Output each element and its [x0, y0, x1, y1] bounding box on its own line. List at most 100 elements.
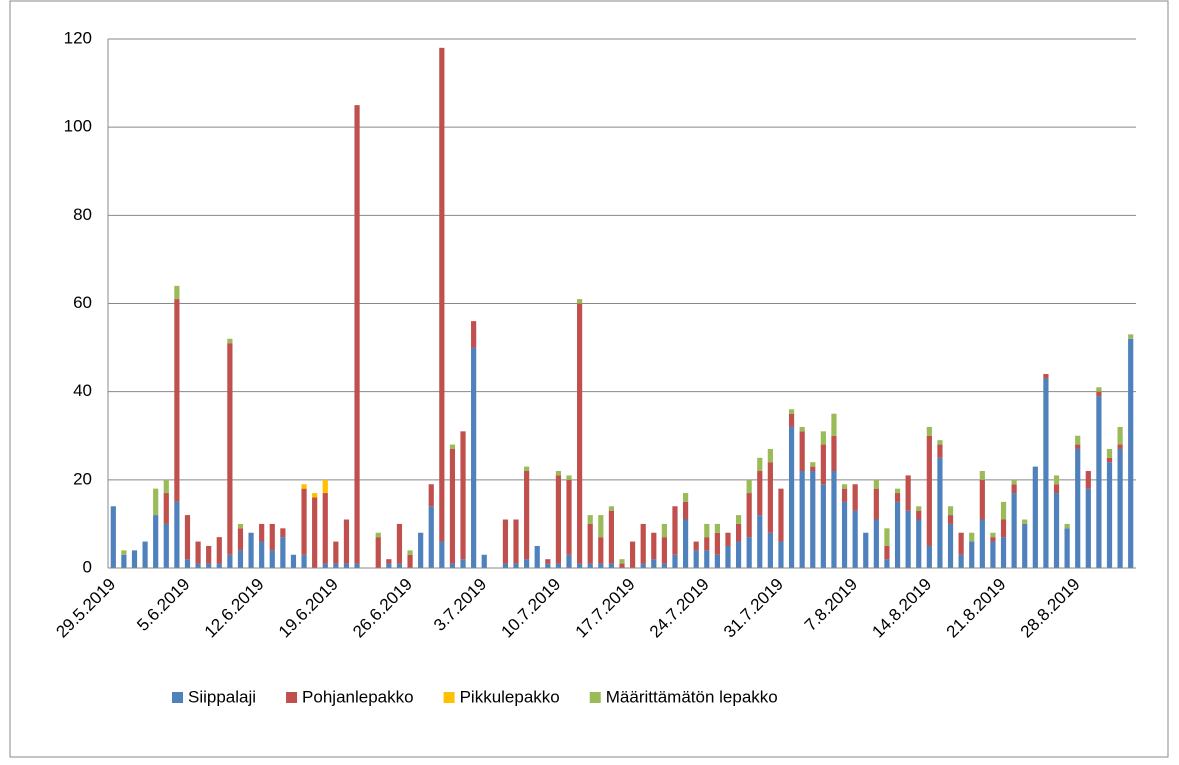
bar-segment [619, 563, 625, 568]
bar-segment [354, 563, 360, 568]
bar-segment [661, 563, 667, 568]
bar-segment [704, 523, 710, 538]
bar-segment [184, 515, 191, 560]
bar-segment [598, 563, 604, 568]
bar-segment [1085, 488, 1091, 568]
bar-segment [566, 475, 572, 480]
bar-segment [979, 471, 985, 480]
bar-segment [343, 519, 350, 564]
bar-segment [269, 523, 275, 551]
y-tick-label: 120 [64, 28, 92, 47]
bar-segment [524, 559, 530, 568]
bar-segment [545, 563, 551, 568]
bar-segment [428, 506, 434, 568]
bar-segment [1117, 426, 1123, 445]
bar-segment [513, 519, 519, 564]
bar-segment [831, 413, 837, 436]
chart-frame [9, 0, 1169, 758]
legend-label: Pikkulepakko [460, 687, 560, 706]
bar-segment [1064, 523, 1070, 529]
bar-segment [1022, 519, 1028, 524]
bar-segment [259, 523, 265, 542]
legend-label: Pohjanlepakko [302, 687, 414, 706]
bar-segment [555, 563, 562, 568]
bar-segment [640, 523, 646, 564]
bar-segment [142, 541, 148, 568]
bar-segment [312, 493, 318, 498]
bar-segment [153, 515, 159, 568]
bar-segment [386, 563, 392, 568]
bar-segment [587, 523, 593, 564]
bar-segment [237, 523, 244, 529]
bar-segment [1128, 334, 1134, 339]
bar-segment [471, 321, 477, 348]
bar-segment [810, 471, 816, 568]
bar-segment [714, 554, 720, 568]
bar-segment [1096, 396, 1102, 568]
bar-segment [577, 299, 583, 304]
bar-segment [184, 559, 191, 568]
bar-segment [640, 563, 646, 568]
bar-segment [163, 493, 169, 524]
bar-segment [1000, 519, 1007, 538]
bar-segment [873, 519, 879, 568]
bar-segment [174, 285, 180, 300]
bar-segment [1117, 448, 1123, 568]
bar-segment [333, 541, 339, 564]
bar-segment [439, 541, 445, 568]
bar-segment [259, 541, 265, 568]
bar-segment [958, 554, 964, 568]
y-tick-label: 40 [73, 381, 92, 400]
bar-segment [322, 479, 328, 494]
bar-segment [682, 519, 689, 568]
bar-segment [820, 431, 826, 445]
bar-segment [428, 484, 434, 507]
bar-segment [958, 532, 964, 555]
bar-segment [1043, 378, 1049, 568]
bar-segment [524, 471, 530, 560]
bar-segment [471, 347, 477, 568]
legend-swatch [443, 692, 455, 703]
bar-segment [375, 537, 381, 568]
legend-swatch [286, 692, 298, 703]
bar-segment [629, 541, 636, 568]
bar-segment [449, 448, 456, 564]
bar-segment [290, 554, 297, 568]
bar-segment [460, 431, 466, 560]
bar-segment [354, 105, 360, 564]
bar-segment [682, 493, 689, 502]
bar-segment [672, 554, 678, 568]
bar-segment [587, 515, 593, 524]
bar-segment [693, 550, 699, 568]
bar-segment [894, 501, 901, 568]
bar-segment [333, 563, 339, 568]
bar-segment [1032, 466, 1038, 568]
bar-segment [1053, 493, 1060, 568]
bar-segment [884, 559, 890, 568]
bar-segment [757, 457, 763, 472]
bar-segment [301, 488, 307, 555]
bar-segment [407, 554, 413, 568]
bar-segment [873, 488, 879, 520]
bar-segment [863, 532, 869, 568]
bar-segment [725, 545, 731, 568]
bar-segment [767, 462, 773, 533]
bar-segment [1022, 523, 1028, 568]
bar-segment [810, 466, 816, 472]
bar-segment [1106, 457, 1113, 463]
bar-segment [449, 563, 456, 568]
bar-segment [841, 501, 848, 568]
bar-segment [1043, 374, 1049, 379]
bar-segment [1096, 387, 1102, 392]
bar-segment [778, 488, 784, 542]
bar-segment [237, 550, 244, 568]
bar-segment [174, 501, 180, 568]
bar-segment [820, 484, 826, 568]
bar-segment [799, 471, 805, 568]
bar-segment [545, 559, 551, 564]
bar-segment [979, 479, 985, 520]
bar-segment [195, 541, 201, 564]
bar-segment [682, 501, 689, 520]
bar-segment [375, 532, 381, 538]
y-tick-label: 0 [83, 557, 92, 576]
